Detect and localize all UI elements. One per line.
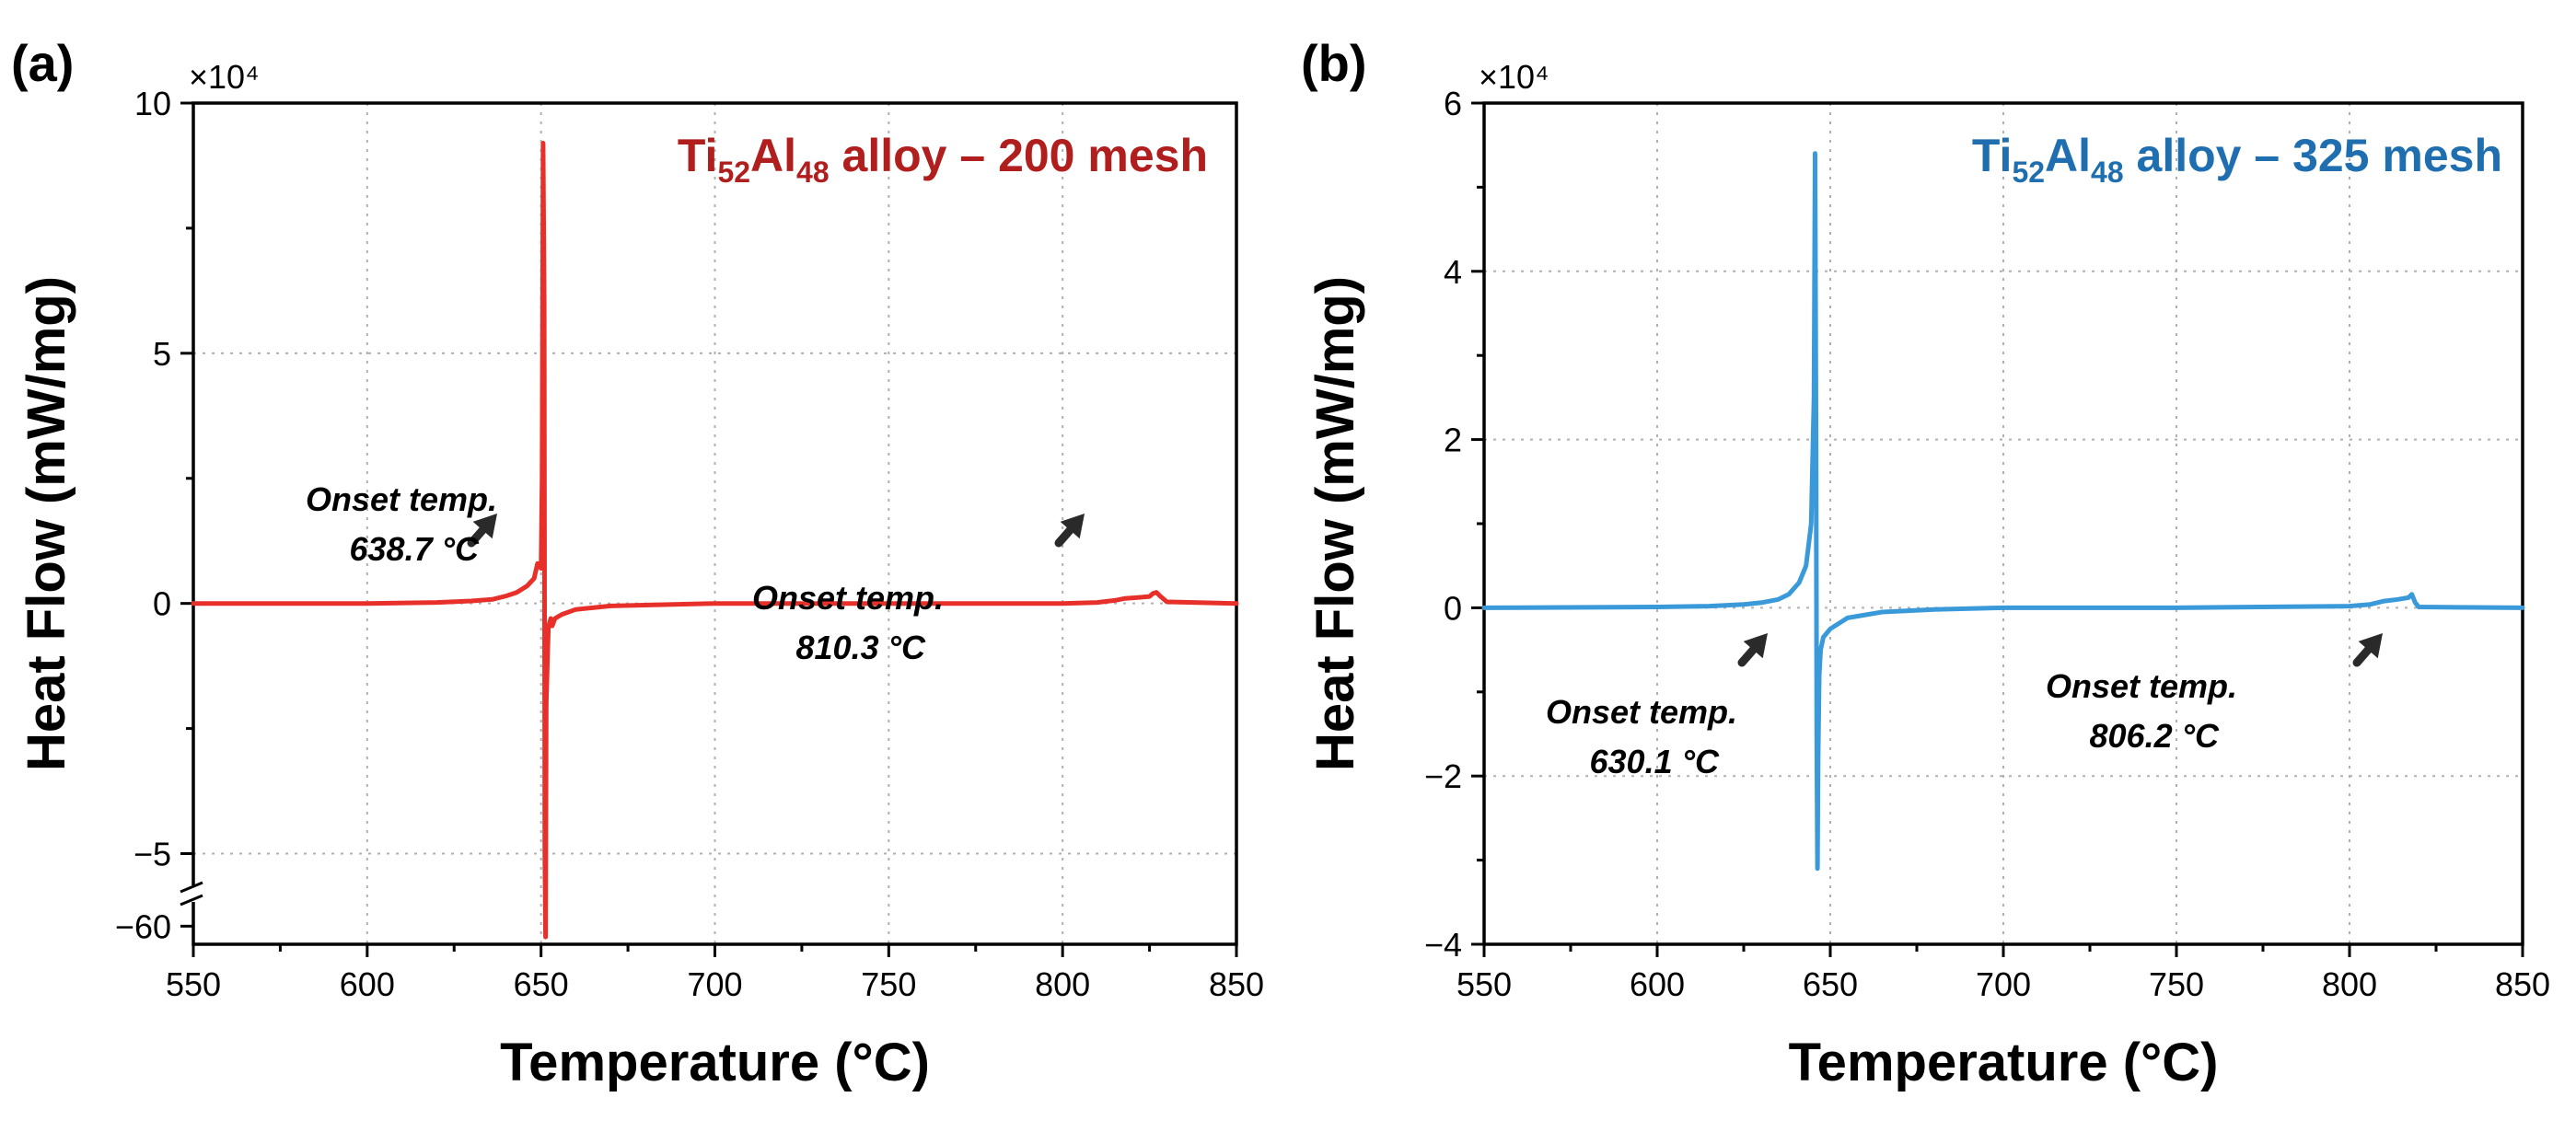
y-axis-title: Heat Flow (mW/mg) <box>1305 276 1365 771</box>
chart-title: Ti52Al48 alloy – 325 mesh <box>1972 130 2502 189</box>
y-multiplier: ×10⁴ <box>1479 58 1549 96</box>
x-tick-label: 750 <box>2149 965 2204 1003</box>
annotation-line2: 638.7 °C <box>350 530 480 568</box>
x-tick-label: 650 <box>514 965 569 1003</box>
axis-break-mark <box>180 894 203 907</box>
onset-annotation: Onset temp. 806.2 °C <box>2046 633 2383 755</box>
onset-annotation: Onset temp. 810.3 °C <box>752 514 1085 666</box>
x-axis-title: Temperature (°C) <box>500 1033 930 1092</box>
series-line <box>1481 151 2525 872</box>
annotation-line2: 806.2 °C <box>2090 717 2220 755</box>
arrow-head-icon <box>2358 633 2383 659</box>
y-tick-label: 6 <box>1444 85 1462 122</box>
x-tick-label: 700 <box>1976 965 2031 1003</box>
x-tick-label: 850 <box>1209 965 1264 1003</box>
x-tick-label: 600 <box>1630 965 1685 1003</box>
annotation-line1: Onset temp. <box>2046 667 2237 705</box>
y-tick-label: 4 <box>1444 253 1462 291</box>
arrow-head-icon <box>1743 633 1768 659</box>
x-tick-label: 800 <box>2322 965 2377 1003</box>
annotation-line1: Onset temp. <box>1546 693 1737 731</box>
x-tick-label: 650 <box>1803 965 1858 1003</box>
y-tick-label: 2 <box>1444 422 1462 459</box>
y-tick-label: −2 <box>1424 757 1462 795</box>
x-tick-label: 550 <box>1456 965 1512 1003</box>
y-tick-label: −4 <box>1424 926 1462 964</box>
annotation-line2: 630.1 °C <box>1590 743 1720 780</box>
chart-panel-b: 550 600 650 700 750 800 850 6 4 2 0 −2 −4 (b) ×10⁴ Ti52… <box>1301 34 2550 1092</box>
x-tick-label: 600 <box>340 965 395 1003</box>
arrow-shaft <box>2352 645 2373 667</box>
y-axis-title: Heat Flow (mW/mg) <box>17 276 76 771</box>
panel-label: (b) <box>1301 34 1367 92</box>
onset-annotation: Onset temp. 638.7 °C <box>306 480 497 568</box>
y-tick-label: −5 <box>133 836 171 873</box>
panel-label: (a) <box>11 34 74 92</box>
x-tick-label: 550 <box>166 965 221 1003</box>
annotation-line1: Onset temp. <box>752 579 944 617</box>
annotation-line2: 810.3 °C <box>796 629 926 666</box>
x-axis-title: Temperature (°C) <box>1789 1033 2219 1092</box>
arrow-shaft <box>467 526 487 548</box>
y-tick-label: 0 <box>1444 589 1462 627</box>
axis-break-mark <box>180 881 203 894</box>
x-tick-label: 850 <box>2495 965 2550 1003</box>
x-tick-label: 750 <box>861 965 916 1003</box>
onset-annotation: Onset temp. 630.1 °C <box>1546 633 1768 780</box>
x-tick-label: 800 <box>1035 965 1090 1003</box>
chart-title: Ti52Al48 alloy – 200 mesh <box>678 130 1208 189</box>
y-multiplier: ×10⁴ <box>189 58 260 96</box>
y-tick-label: 10 <box>134 85 171 122</box>
series-line <box>191 141 1239 940</box>
y-tick-label: 5 <box>153 335 171 373</box>
arrow-shaft <box>1054 526 1074 548</box>
arrow-shaft <box>1737 645 1758 667</box>
y-tick-label: −60 <box>115 907 171 945</box>
chart-panel-a: 550 600 650 700 750 800 850 10 5 0 −5 −60 (a) ×10⁴ Ti5… <box>11 34 1264 1092</box>
y-tick-label: 0 <box>153 585 171 623</box>
arrow-head-icon <box>1060 514 1085 539</box>
annotation-line1: Onset temp. <box>306 480 497 518</box>
arrow-head-icon <box>472 514 497 539</box>
x-tick-label: 700 <box>687 965 742 1003</box>
plot-frame <box>1482 101 2524 946</box>
